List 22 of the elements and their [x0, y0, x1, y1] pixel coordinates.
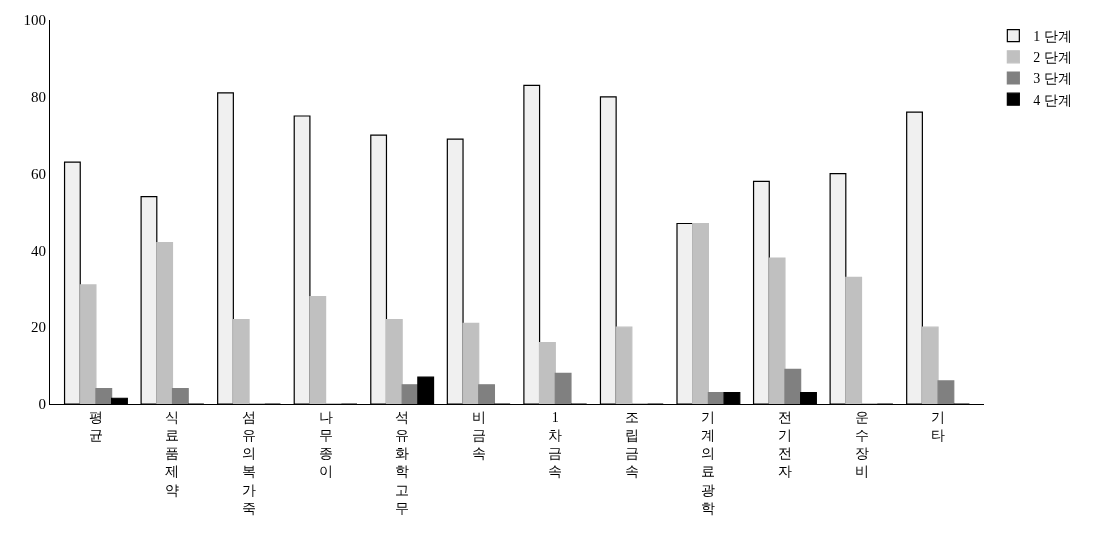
- x-tick-label: 기타: [931, 409, 946, 443]
- x-tick-label: 섬유의복가죽: [242, 409, 257, 516]
- x-tick-label: 나무종이: [318, 409, 333, 480]
- x-tick-label: 조립금속: [624, 409, 639, 480]
- y-tick-label: 80: [31, 89, 46, 106]
- y-tick-label: 60: [31, 165, 46, 182]
- x-tick-label: 기계의료광학: [701, 409, 716, 516]
- y-tick-label: 20: [31, 319, 46, 336]
- y-tick-label: 100: [23, 12, 46, 29]
- y-tick-label: 0: [38, 396, 46, 413]
- legend-label: 3 단계: [1033, 71, 1072, 87]
- x-tick-label: 1차금속: [548, 409, 563, 480]
- legend-label: 2 단계: [1033, 50, 1072, 66]
- y-tick-label: 40: [31, 242, 46, 259]
- x-tick-label: 전기전자: [777, 409, 792, 480]
- x-tick-label: 석유화학고무: [395, 409, 410, 516]
- x-tick-label: 식료품제약: [165, 409, 180, 498]
- legend-label: 4 단계: [1033, 92, 1072, 108]
- x-tick-label: 평균: [88, 409, 103, 443]
- x-tick-label: 운수장비: [854, 409, 869, 480]
- legend-label: 1 단계: [1033, 29, 1072, 45]
- x-tick-label: 비금속: [471, 409, 486, 462]
